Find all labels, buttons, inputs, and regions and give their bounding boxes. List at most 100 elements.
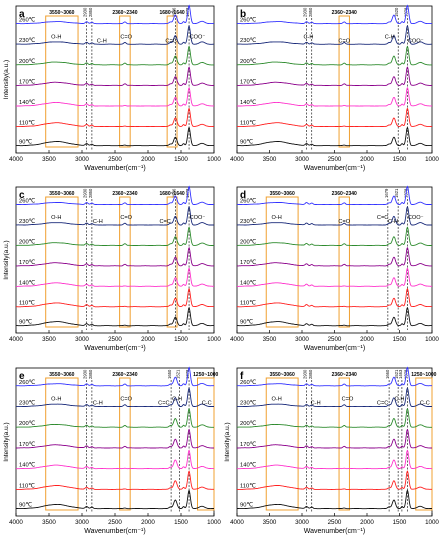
group-annotation: C=O [120, 397, 132, 403]
series-line [237, 205, 433, 226]
series-line [237, 4, 433, 25]
x-tick-label: 4000 [9, 336, 23, 343]
x-tick-label: 1500 [174, 336, 188, 343]
x-tick-label: 3000 [295, 336, 309, 343]
peak-line-label: 2850 [308, 7, 313, 17]
peak-line-label: 1650 [167, 369, 172, 379]
x-tick-label: 2500 [108, 519, 122, 526]
series-line [237, 449, 432, 470]
series-line [16, 126, 214, 147]
panel-e: 4000 3500 3000 2500 2000 1500 1000 Wavenumber(c… [3, 366, 221, 535]
series-label: 170℃ [240, 79, 257, 85]
peak-line-label: 2850 [88, 369, 93, 379]
series-label: 260℃ [19, 18, 36, 24]
series-label: 200℃ [19, 239, 36, 245]
series-label: 260℃ [240, 380, 257, 386]
group-annotation: COO⁻ [190, 215, 206, 221]
x-tick-label: 3500 [263, 336, 277, 343]
x-tick-label: 2500 [328, 156, 342, 163]
series-label: 90℃ [240, 503, 253, 509]
panel-letter: c [19, 190, 25, 201]
series-label: 140℃ [240, 463, 257, 469]
series-label: 90℃ [240, 140, 253, 146]
series-label: 230℃ [240, 38, 257, 44]
group-annotation: C-C [420, 401, 430, 407]
region-label: 1680~1640 [160, 191, 185, 197]
peak-line-label: 1521 [394, 369, 399, 379]
x-tick-label: 3500 [42, 519, 56, 526]
group-annotation: C-H [311, 401, 321, 407]
series-line [237, 489, 432, 510]
x-tick-label: 1500 [393, 336, 407, 343]
region-box [265, 196, 299, 328]
panel-letter: d [240, 190, 246, 201]
group-annotation: O-H [272, 215, 282, 221]
series-line [237, 387, 432, 408]
series-line [237, 185, 432, 206]
peak-line-label: 2930 [83, 188, 88, 198]
series-label: 90℃ [240, 320, 253, 326]
peak-line-label: 2850 [88, 188, 93, 198]
group-annotation: C-C [202, 401, 212, 407]
group-annotation: O-H [51, 397, 61, 403]
group-annotation: C=O [338, 38, 350, 44]
x-axis-label: Wavenumber(cm⁻¹) [304, 528, 365, 535]
group-annotation: COO⁻ [190, 34, 206, 40]
region-box [265, 377, 299, 511]
series-line [16, 86, 214, 107]
x-tick-label: 1500 [174, 156, 188, 163]
x-tick-label: 3000 [295, 519, 309, 526]
region-box [45, 377, 79, 511]
peak-line-label: 2930 [83, 369, 88, 379]
x-tick-label: 4000 [9, 156, 23, 163]
x-tick-label: 1000 [207, 156, 221, 163]
region-box [119, 15, 131, 148]
series-line [16, 246, 214, 267]
group-annotation: C-H [97, 38, 107, 44]
group-annotation: COO⁻ [408, 215, 424, 221]
region-label: 2360~2340 [332, 10, 357, 16]
x-tick-label: 1500 [393, 519, 407, 526]
peak-line-label: 1521 [176, 369, 181, 379]
group-annotation: O-H [51, 215, 61, 221]
group-annotation: C=O [120, 215, 132, 221]
x-axis-label: Wavenumber(cm⁻¹) [84, 528, 145, 535]
region-label: 1250~1000 [193, 372, 218, 378]
region-label: 3550~3060 [270, 191, 295, 197]
region-box [45, 196, 79, 328]
region-box [45, 15, 79, 148]
series-label: 110℃ [240, 483, 256, 489]
x-tick-label: 4000 [9, 519, 23, 526]
series-label: 110℃ [240, 121, 256, 127]
group-annotation: C=O [120, 34, 132, 40]
series-label: 90℃ [19, 320, 32, 326]
group-annotation: C=O [338, 219, 350, 225]
series-label: 140℃ [19, 100, 36, 106]
series-label: 140℃ [19, 463, 36, 469]
x-tick-label: 3500 [42, 336, 56, 343]
series-line [237, 45, 432, 66]
series-line [16, 185, 214, 206]
peak-line-label: 1660 [385, 369, 390, 379]
series-line [16, 4, 215, 25]
plot-frame [236, 5, 433, 154]
peak-line-label: 2930 [303, 369, 308, 379]
x-axis-label: Wavenumber(cm⁻¹) [304, 345, 365, 352]
x-tick-label: 3500 [263, 519, 277, 526]
x-tick-label: 2500 [108, 336, 122, 343]
peak-line-label: 2850 [308, 369, 313, 379]
series-label: 260℃ [240, 18, 257, 24]
series-label: 90℃ [19, 503, 32, 509]
series-label: 170℃ [240, 442, 257, 448]
series-label: 260℃ [19, 380, 36, 386]
series-line [16, 449, 214, 470]
panel-letter: a [19, 9, 25, 20]
region-label: 3550~3060 [49, 191, 74, 197]
x-tick-label: 1000 [425, 336, 439, 343]
series-label: 110℃ [19, 483, 35, 489]
group-annotation: O-H [51, 34, 61, 40]
x-tick-label: 3500 [263, 156, 277, 163]
x-tick-label: 1000 [207, 519, 221, 526]
group-annotation: C=C [165, 38, 176, 44]
